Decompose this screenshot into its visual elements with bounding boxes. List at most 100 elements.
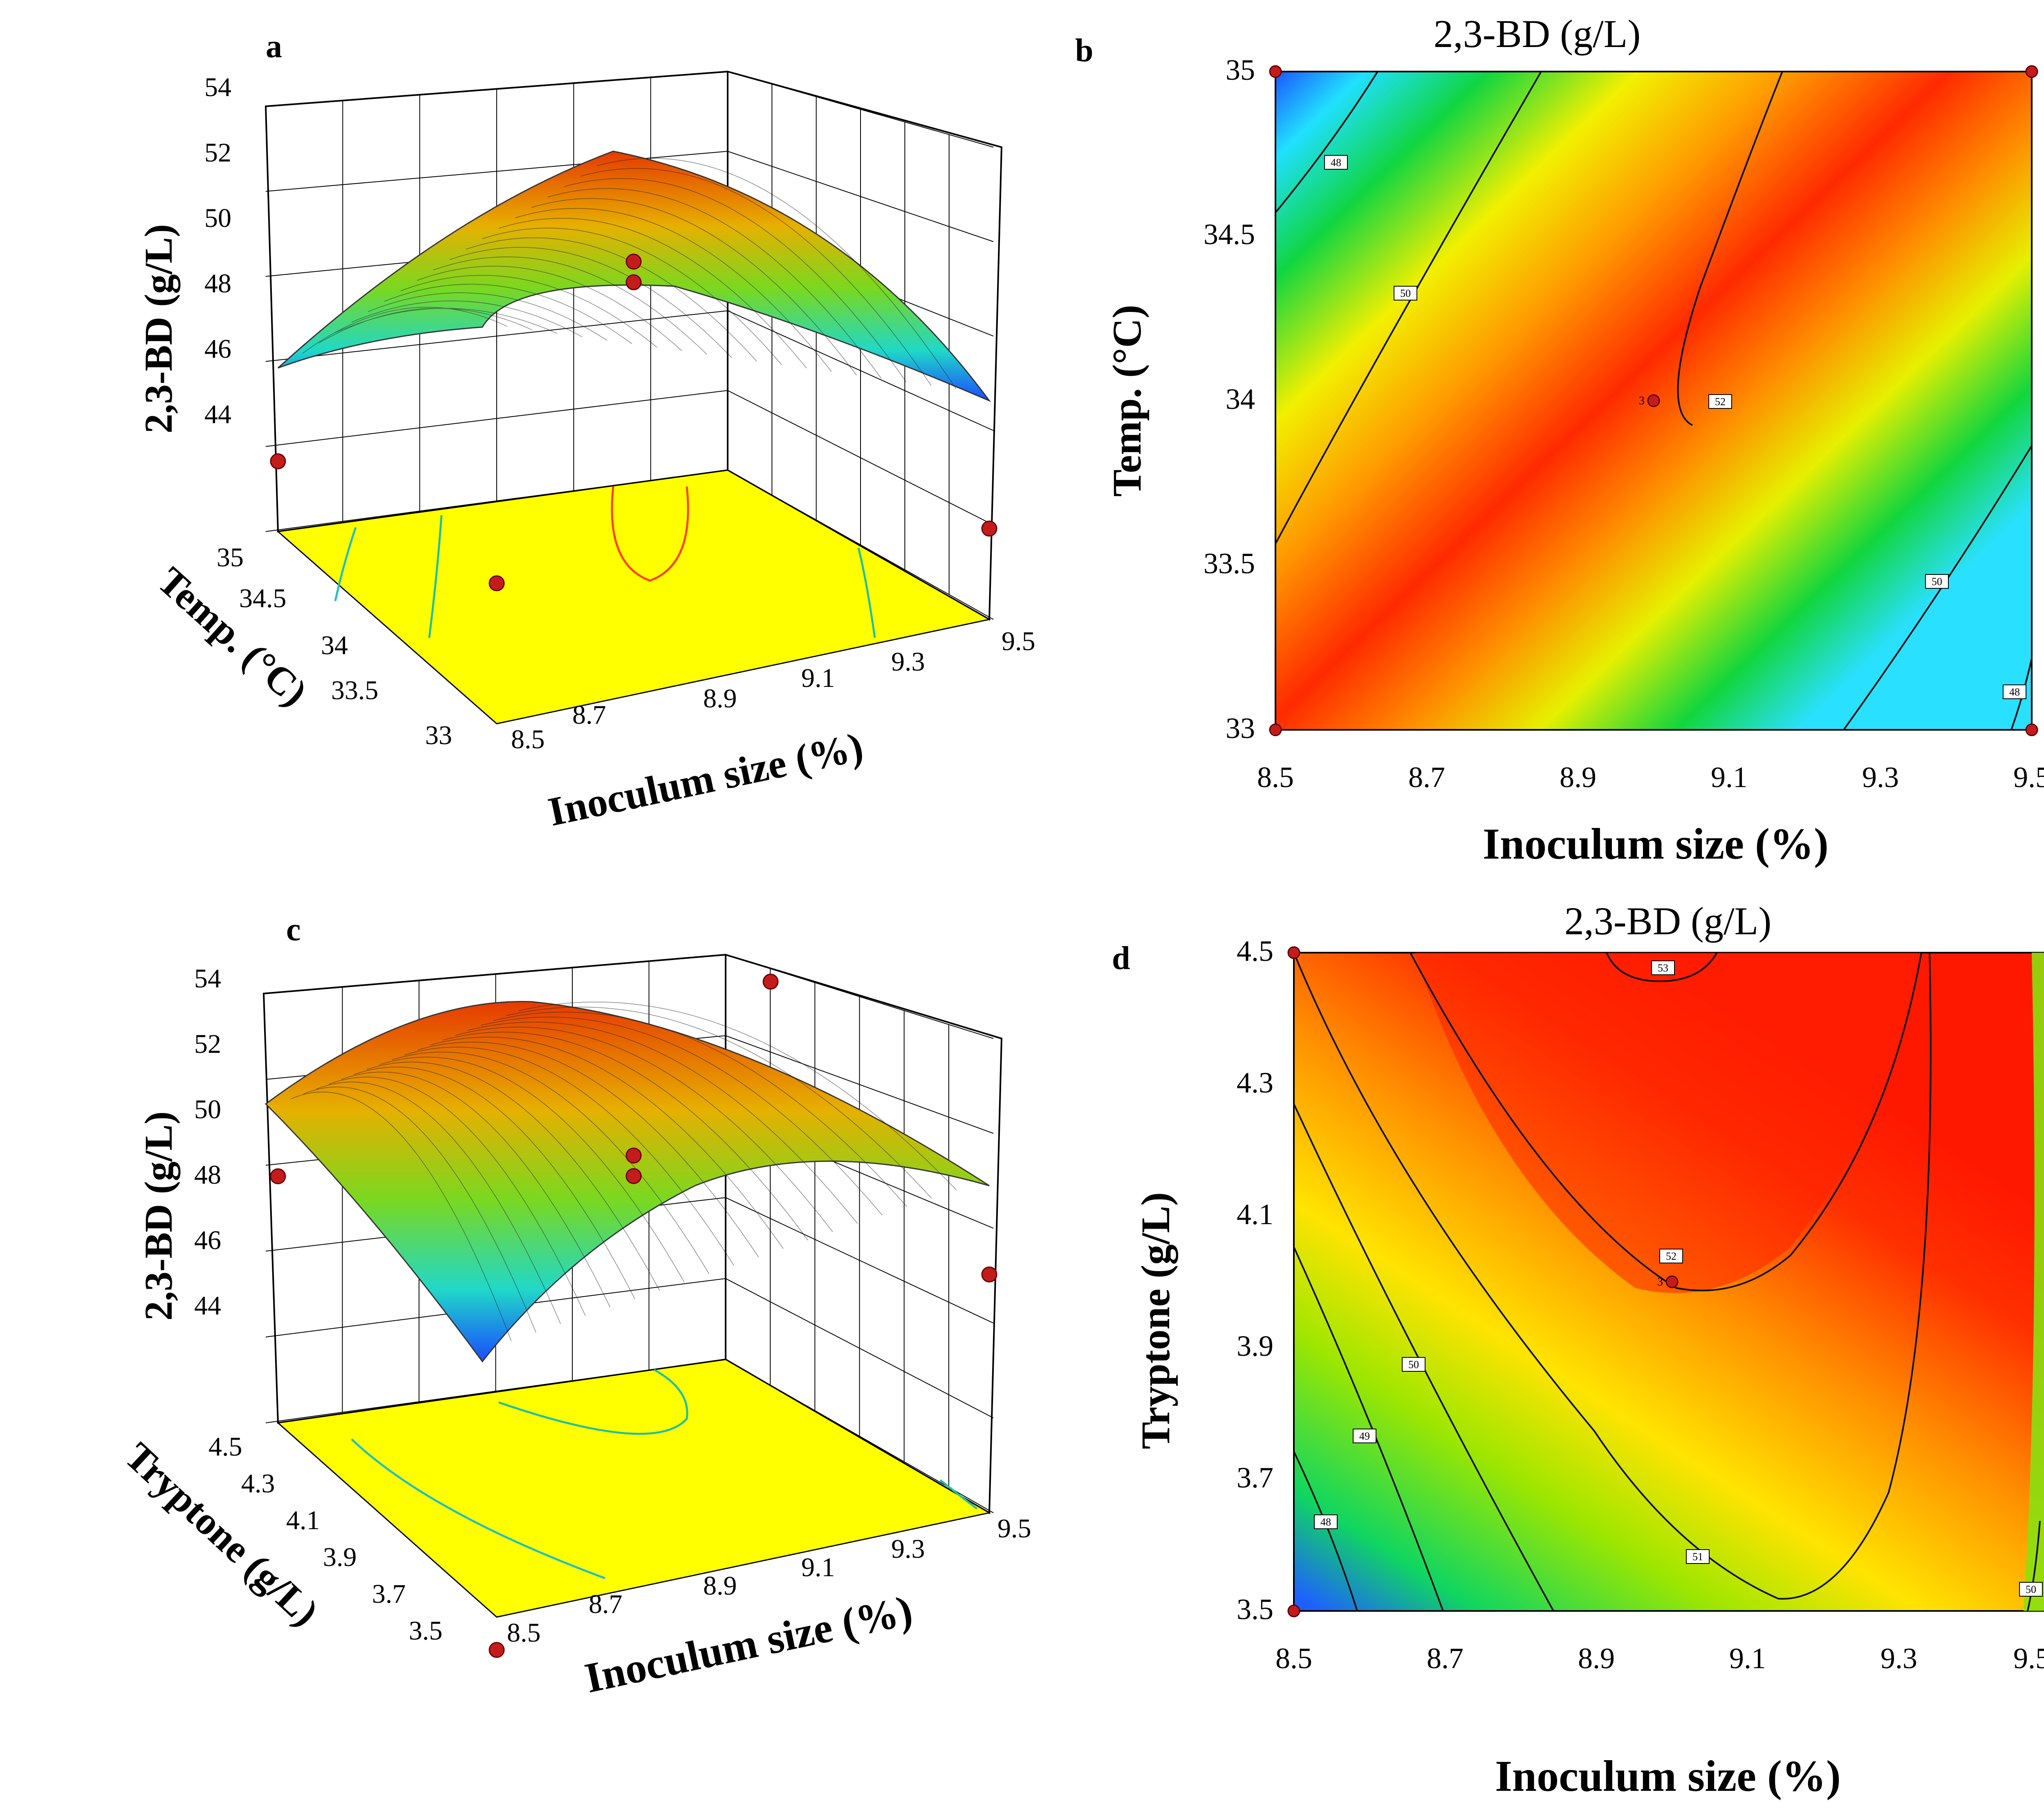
z-tick: 54 [194,964,221,994]
y-tick: 4.5 [208,1432,242,1462]
panel-c-x-label: Inoculum size (%) [581,1587,917,1702]
x-tick: 8.9 [703,1571,737,1601]
x-tick: 9.3 [891,1534,925,1564]
z-tick: 50 [194,1095,221,1124]
x-tick: 9.5 [997,1514,1031,1543]
y-tick: 4.1 [286,1505,320,1535]
y-tick: 3.5 [1237,1593,1273,1626]
y-tick: 3.7 [372,1579,406,1609]
panel-d-y-label: Tryptone (g/L) [1133,1192,1178,1449]
panel-c-z-label: 2,3-BD (g/L) [137,1111,180,1321]
panel-a-z-label: 2,3-BD (g/L) [137,224,180,433]
x-tick: 9.1 [1729,1642,1766,1675]
x-tick: 8.7 [572,700,606,730]
x-tick: 9.1 [1711,761,1748,794]
design-point [981,1266,997,1283]
contour-label: 53 [1658,962,1668,974]
design-point [981,520,997,537]
panel-b-y-label: Temp. (°C) [1104,305,1150,497]
panel-b-contours [1275,71,2033,731]
panel-a-x-ticks: 8.5 8.7 8.9 9.1 9.3 9.5 [511,626,1035,754]
panel-a-floor-contour-1 [334,527,357,601]
contour-label: 52 [1666,1250,1676,1262]
x-tick: 8.5 [511,725,545,754]
design-point [489,1642,505,1658]
design-point [1287,1604,1300,1617]
z-tick: 46 [194,1225,221,1255]
panel-d: d 2,3-BD (g/L) 53 52 51 50 49 48 [1112,899,2044,1801]
panel-b: b 2,3-BD (g/L) 48 50 52 50 48 33 33.5 34 [1075,12,2044,868]
design-point [2025,723,2038,736]
panel-b-x-label: Inoculum size (%) [1483,820,1829,868]
panel-label-c: c [286,912,301,948]
x-tick: 9.3 [891,647,925,677]
y-tick: 4.5 [1237,935,1273,967]
x-tick: 8.7 [1408,761,1445,794]
contour-label: 50 [2026,1584,2036,1595]
y-tick: 35 [1226,54,1255,86]
panel-a: a 44 46 48 50 52 54 2,3-BD (g/L) 35 [137,29,1035,835]
z-tick: 44 [194,1291,221,1321]
y-tick: 3.7 [1237,1461,1273,1494]
panel-c: c 44 46 48 50 52 54 2,3-BD (g/L) 4.5 4.3… [117,912,1031,1702]
x-tick: 8.9 [703,684,737,713]
z-tick: 52 [194,1029,221,1059]
x-tick: 9.3 [1880,1642,1917,1675]
design-point [1269,65,1282,78]
y-tick: 4.1 [1237,1198,1273,1231]
x-tick: 9.5 [2013,1642,2044,1675]
x-tick: 8.9 [1560,761,1596,794]
y-tick: 33.5 [1204,547,1255,580]
panel-d-title: 2,3-BD (g/L) [1564,899,1772,943]
panel-label-d: d [1112,940,1130,976]
x-tick: 8.7 [589,1589,623,1619]
contour-label: 48 [1331,157,1341,168]
contour-label: 51 [1692,1551,1703,1563]
design-point [1269,723,1282,736]
design-point [762,974,779,990]
z-tick: 44 [204,399,231,429]
panel-b-points: 3 [1269,65,2038,736]
panel-c-y-ticks: 4.5 4.3 4.1 3.9 3.7 3.5 [208,1432,443,1646]
y-tick: 34 [1226,383,1255,415]
x-tick: 9.3 [1862,761,1899,794]
panel-b-y-ticks: 33 33.5 34 34.5 35 [1204,54,1255,745]
x-tick: 8.9 [1578,1642,1615,1675]
panel-d-points: 3 [1287,946,2044,1617]
panel-d-right-strip [2024,953,2044,1611]
contour-label: 48 [1320,1516,1331,1528]
contour-label: 48 [2009,686,2020,698]
panel-c-z-ticks: 44 46 48 50 52 54 [194,964,221,1321]
design-point [625,274,642,290]
x-tick: 9.5 [1002,626,1035,656]
panel-d-y-ticks: 3.5 3.7 3.9 4.1 4.3 4.5 [1237,935,1273,1626]
center-point-count: 3 [1657,1276,1663,1288]
contour-label: 50 [1400,287,1411,299]
panel-a-y-label: Temp. (°C) [150,559,316,714]
panel-a-y-ticks: 35 34.5 34 33.5 33 [217,543,452,750]
panel-a-floor [276,469,991,725]
panel-b-contour-labels: 48 50 52 50 48 [1324,155,2026,699]
x-tick: 8.5 [1257,761,1294,794]
z-tick: 48 [204,269,231,298]
panel-c-floor-contour-1 [351,1438,605,1579]
y-tick: 33 [425,720,452,750]
panel-a-points [270,253,997,592]
y-tick: 4.3 [1237,1066,1273,1099]
y-tick: 34 [321,630,348,660]
panel-d-contour-labels: 53 52 51 50 49 48 50 [1314,960,2043,1597]
design-point [1287,946,1300,959]
x-tick: 9.1 [801,1552,835,1582]
panel-c-floor [276,1359,991,1618]
y-tick: 4.3 [241,1469,275,1498]
y-tick: 33 [1226,712,1255,745]
panel-a-floor-contour-2 [428,515,443,638]
panel-b-x-ticks: 8.5 8.7 8.9 9.1 9.3 9.5 [1257,761,2044,794]
y-tick: 34.5 [239,583,287,613]
x-tick: 8.7 [1427,1642,1464,1675]
contour-label: 52 [1715,396,1726,408]
panel-d-x-label: Inoculum size (%) [1495,1752,1841,1801]
x-tick: 8.5 [1275,1642,1312,1675]
panel-d-contours [1293,952,2041,1611]
z-tick: 54 [204,72,231,102]
